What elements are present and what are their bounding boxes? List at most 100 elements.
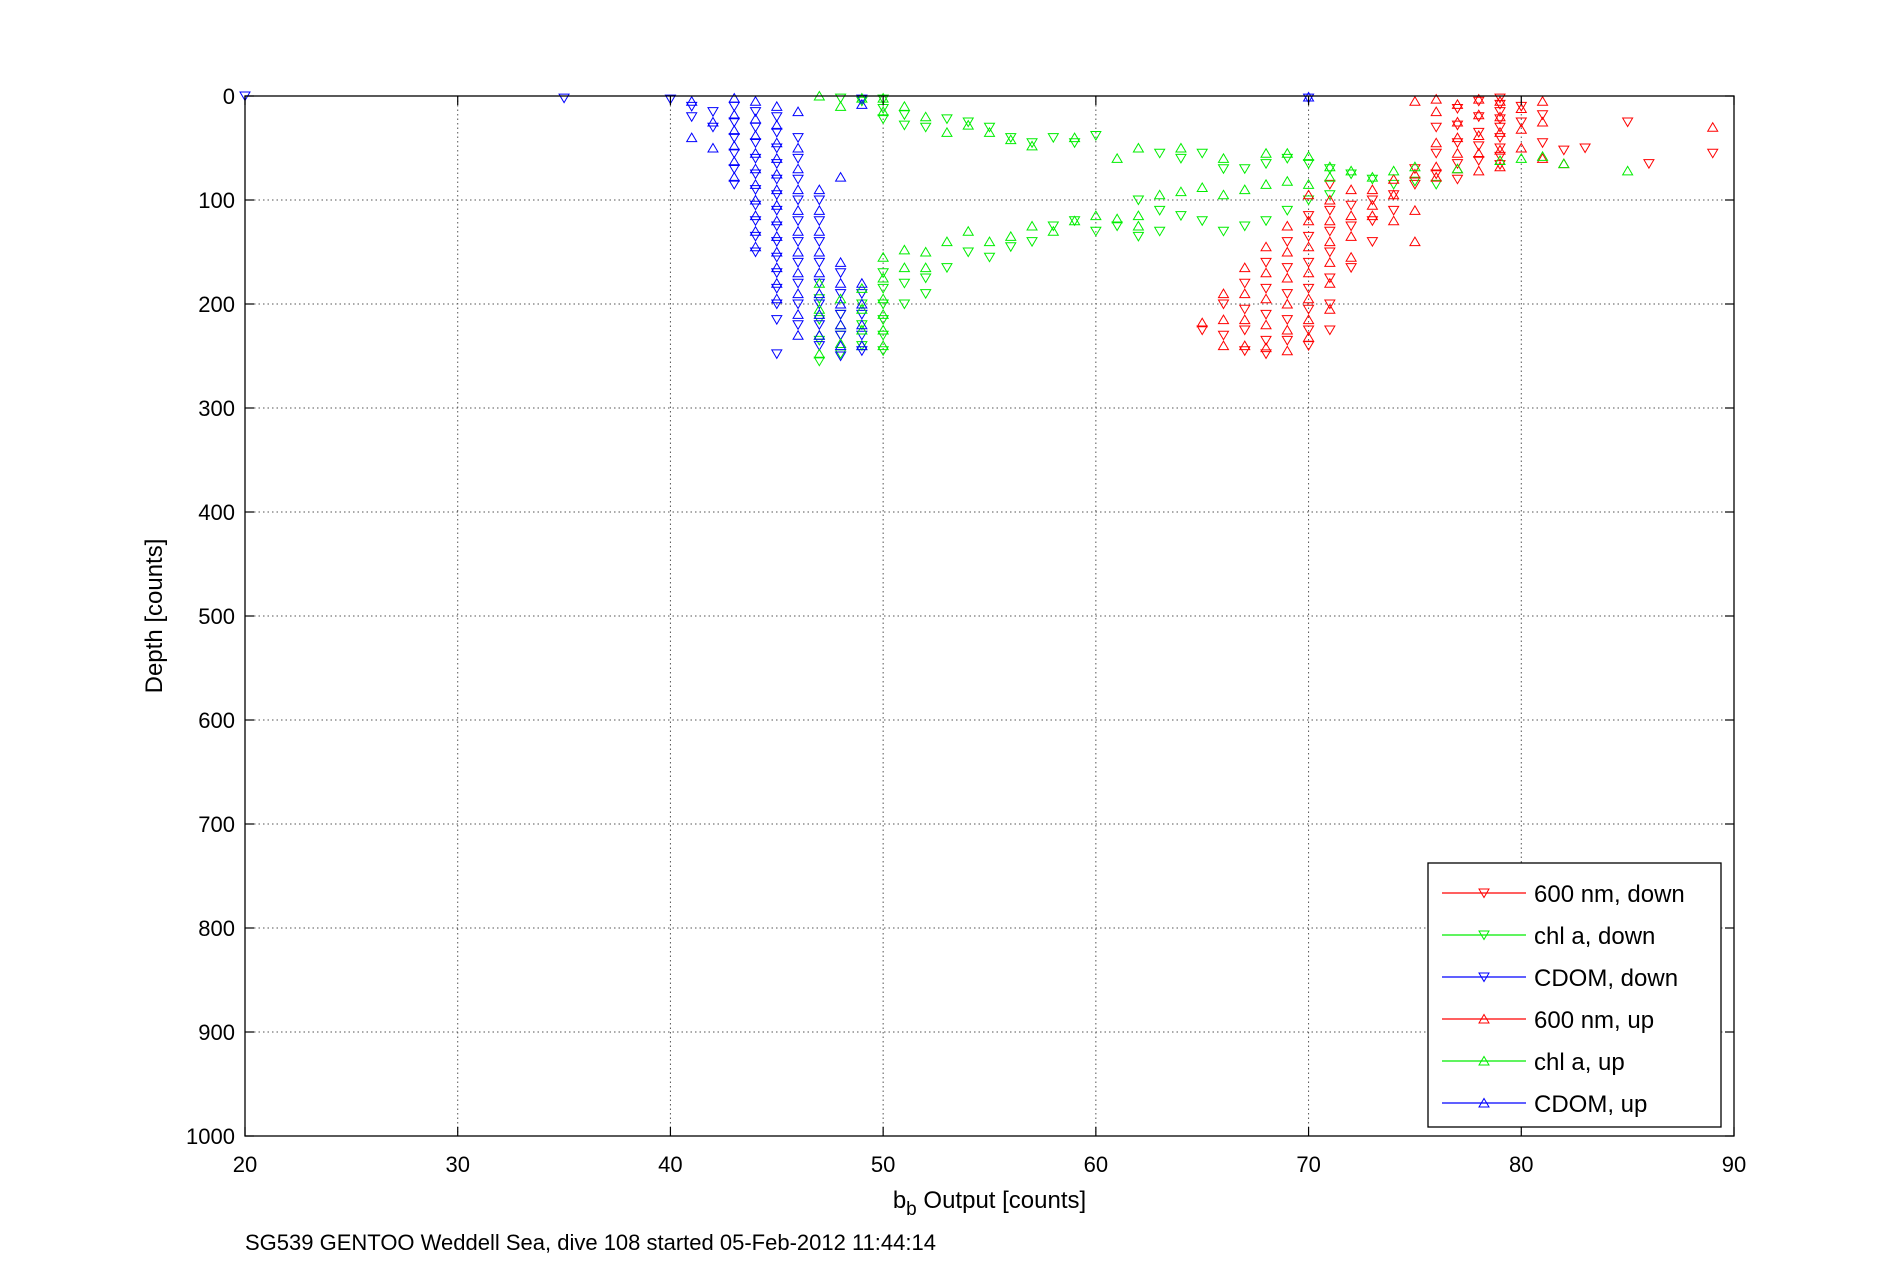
data-point [962, 225, 975, 236]
data-point [855, 340, 868, 351]
legend-entry: 600 nm, down [1442, 881, 1685, 908]
data-point [1345, 221, 1357, 232]
data-point [749, 163, 762, 174]
data-point [1004, 230, 1017, 241]
data-point [1089, 226, 1102, 237]
data-point [1302, 293, 1315, 304]
data-point [1430, 171, 1443, 182]
y-tick-label: 800 [198, 916, 235, 941]
data-point [728, 140, 741, 151]
data-point [1366, 184, 1379, 195]
data-point [1281, 153, 1294, 164]
data-point [898, 262, 911, 273]
data-point [834, 319, 847, 330]
data-point [919, 111, 932, 122]
data-point [1430, 169, 1443, 180]
data-point [749, 130, 762, 141]
data-point [877, 308, 890, 319]
data-point [1515, 123, 1528, 134]
data-point [834, 330, 847, 341]
data-point [1706, 121, 1719, 132]
legend-marker [1478, 972, 1490, 983]
data-point [1260, 241, 1272, 252]
data-point [834, 277, 847, 288]
data-point [728, 109, 741, 120]
data-point [813, 204, 826, 215]
data-point [1706, 148, 1719, 159]
data-point [707, 122, 719, 133]
data-point [962, 117, 975, 128]
data-point [1238, 262, 1251, 273]
data-point [855, 94, 868, 105]
data-point [898, 120, 911, 131]
x-tick-label: 20 [233, 1152, 257, 1177]
data-point [1323, 236, 1336, 247]
data-point [898, 278, 911, 289]
data-point [792, 246, 804, 257]
data-point [1494, 122, 1506, 133]
data-point [1196, 182, 1209, 193]
data-point [1068, 138, 1081, 149]
data-point [770, 159, 783, 170]
data-point [813, 315, 826, 326]
data-point [834, 171, 847, 182]
data-point [749, 185, 762, 196]
data-point [1451, 147, 1464, 158]
data-point [813, 195, 826, 206]
x-tick-label: 90 [1722, 1152, 1746, 1177]
data-point [1536, 110, 1549, 121]
y-axis-title: Depth [counts] [141, 539, 168, 694]
x-axis-title: bb Output [counts] [893, 1187, 1086, 1220]
data-point [685, 101, 698, 112]
data-point [877, 94, 890, 105]
data-point [877, 346, 890, 357]
data-point [792, 133, 804, 144]
data-point [685, 132, 698, 143]
data-point [1494, 114, 1506, 125]
data-point [813, 356, 826, 367]
data-point [834, 100, 847, 111]
data-point [1430, 137, 1443, 148]
data-point [1323, 190, 1336, 201]
data-point [1430, 161, 1443, 172]
data-point [1557, 158, 1570, 169]
data-point [877, 268, 890, 279]
legend-entry: CDOM, down [1442, 965, 1678, 992]
data-point [1323, 256, 1336, 267]
data-point [1323, 277, 1336, 288]
data-point [1260, 335, 1272, 346]
data-point [877, 340, 890, 351]
data-point [877, 330, 890, 341]
data-point [919, 122, 932, 133]
data-point [1345, 263, 1357, 274]
data-point [749, 113, 762, 124]
data-point [1153, 226, 1166, 237]
data-point [1302, 304, 1315, 315]
data-point [1494, 154, 1506, 165]
data-point [1366, 237, 1379, 248]
legend-marker [1478, 888, 1490, 899]
data-point [792, 308, 804, 319]
data-point [1153, 148, 1166, 159]
data-point [1281, 272, 1294, 283]
data-point [877, 315, 890, 326]
y-tick-label: 600 [198, 708, 235, 733]
data-point [728, 124, 741, 135]
data-point [664, 94, 677, 105]
data-point [834, 338, 847, 349]
data-point [898, 244, 911, 255]
data-point [728, 133, 741, 144]
data-point [792, 299, 804, 310]
data-point [1302, 93, 1315, 104]
data-point [728, 156, 741, 167]
data-point [1323, 215, 1336, 226]
data-point [877, 283, 890, 294]
data-point [1323, 205, 1336, 216]
data-point [1366, 210, 1379, 221]
data-point [855, 319, 868, 330]
data-point [792, 237, 804, 248]
data-point [749, 147, 762, 158]
data-point [685, 95, 698, 106]
legend-entry: 600 nm, up [1442, 1007, 1654, 1034]
data-point [749, 210, 762, 221]
